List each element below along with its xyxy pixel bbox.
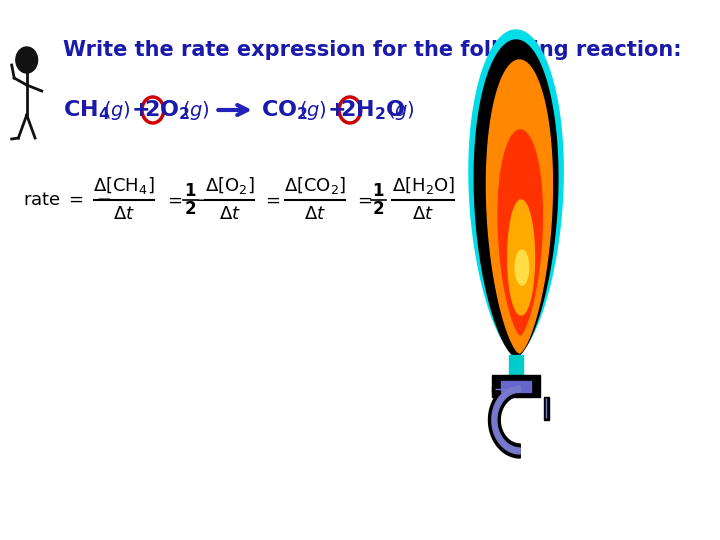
Text: 1: 1 xyxy=(372,182,384,200)
Text: 2: 2 xyxy=(184,200,197,218)
Text: $\mathbf{+}$: $\mathbf{+}$ xyxy=(131,100,149,120)
Polygon shape xyxy=(492,386,521,392)
Text: $\mathbf{CH_4}$: $\mathbf{CH_4}$ xyxy=(63,98,110,122)
Polygon shape xyxy=(516,250,528,285)
Text: $\mathrm{\Delta\mathit{t}}$: $\mathrm{\Delta\mathit{t}}$ xyxy=(413,205,434,223)
Polygon shape xyxy=(544,397,549,420)
Text: 1: 1 xyxy=(184,182,196,200)
FancyArrowPatch shape xyxy=(218,105,247,115)
Text: $\mathbf{2O_2}$: $\mathbf{2O_2}$ xyxy=(143,98,190,122)
Polygon shape xyxy=(492,386,521,454)
Circle shape xyxy=(16,47,37,73)
Polygon shape xyxy=(498,130,542,335)
Polygon shape xyxy=(488,382,521,458)
Text: $\mathbf{CO_2}$: $\mathbf{CO_2}$ xyxy=(261,98,307,122)
Text: $\mathrm{=}$: $\mathrm{=}$ xyxy=(354,191,373,209)
Text: $\mathrm{\Delta\mathit{t}}$: $\mathrm{\Delta\mathit{t}}$ xyxy=(304,205,325,223)
Bar xyxy=(501,381,531,392)
Text: $\mathit{(g)}$: $\mathit{(g)}$ xyxy=(299,98,327,122)
Bar xyxy=(509,355,523,375)
Polygon shape xyxy=(474,40,558,357)
Polygon shape xyxy=(487,60,552,353)
Text: $\mathrm{\Delta[O_2]}$: $\mathrm{\Delta[O_2]}$ xyxy=(204,176,254,197)
Text: $\mathit{(g)}$: $\mathit{(g)}$ xyxy=(182,98,210,122)
Text: $\mathrm{\Delta[CH_4]}$: $\mathrm{\Delta[CH_4]}$ xyxy=(93,176,154,197)
Text: $\mathrm{\Delta\mathit{t}}$: $\mathrm{\Delta\mathit{t}}$ xyxy=(219,205,240,223)
Text: $\mathrm{rate\ =\ -}$: $\mathrm{rate\ =\ -}$ xyxy=(23,191,112,209)
Bar xyxy=(492,375,540,397)
Polygon shape xyxy=(508,200,534,315)
Text: $\mathbf{+}$: $\mathbf{+}$ xyxy=(328,100,346,120)
Text: $\mathbf{2H_2O}$: $\mathbf{2H_2O}$ xyxy=(340,98,405,122)
Text: $\mathrm{=}$: $\mathrm{=}$ xyxy=(262,191,281,209)
Text: $\mathrm{\Delta\mathit{t}}$: $\mathrm{\Delta\mathit{t}}$ xyxy=(112,205,135,223)
Polygon shape xyxy=(469,30,563,355)
Text: 2: 2 xyxy=(372,200,384,218)
Text: Write the rate expression for the following reaction:: Write the rate expression for the follow… xyxy=(63,40,681,60)
Text: $\mathit{(g)}$: $\mathit{(g)}$ xyxy=(103,98,130,122)
Text: $\mathit{(g)}$: $\mathit{(g)}$ xyxy=(387,98,415,122)
Text: $\mathrm{=\ -}$: $\mathrm{=\ -}$ xyxy=(163,191,210,209)
Text: $\mathrm{\Delta[CO_2]}$: $\mathrm{\Delta[CO_2]}$ xyxy=(284,176,346,197)
Text: $\mathrm{\Delta[H_2O]}$: $\mathrm{\Delta[H_2O]}$ xyxy=(392,176,455,197)
